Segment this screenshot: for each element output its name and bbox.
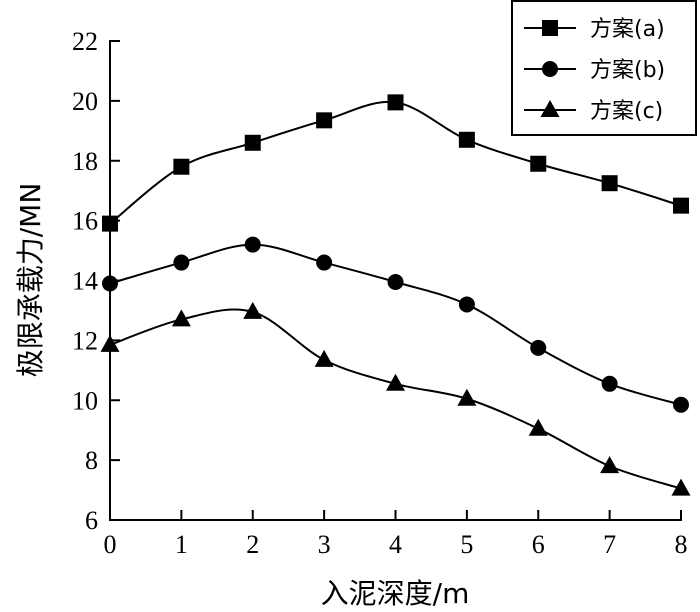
data-point	[243, 301, 263, 319]
data-point	[171, 309, 191, 327]
data-point	[102, 275, 118, 292]
y-tick-label: 10	[72, 386, 98, 415]
data-point	[530, 339, 547, 356]
data-point	[671, 478, 691, 496]
data-point	[601, 375, 618, 392]
data-point	[673, 396, 689, 413]
x-tick-label: 5	[460, 530, 473, 559]
data-point	[102, 215, 118, 232]
legend: 方案(a) 方案(b) 方案(c)	[511, 0, 697, 136]
data-point	[387, 273, 404, 290]
x-tick-label: 3	[318, 530, 331, 559]
x-tick-label: 6	[532, 530, 545, 559]
x-tick-label: 8	[675, 530, 688, 559]
series-a	[102, 94, 689, 232]
data-point	[386, 373, 405, 391]
data-point	[316, 254, 333, 271]
legend-marker	[540, 100, 560, 117]
data-point	[314, 349, 334, 367]
y-axis-title: 极限承载力/MN	[14, 183, 47, 378]
legend-label: 方案(c)	[590, 99, 663, 124]
x-tick-label: 7	[603, 530, 616, 559]
y-tick-label: 20	[72, 87, 98, 116]
y-tick-label: 12	[72, 326, 98, 355]
y-tick-label: 8	[85, 446, 98, 475]
y-tick-label: 22	[72, 27, 98, 56]
data-point	[458, 296, 475, 313]
series-line	[109, 308, 682, 490]
x-tick-label: 2	[246, 530, 259, 559]
y-tick-label: 18	[72, 147, 98, 176]
series-layer	[100, 94, 691, 496]
y-tick-label: 14	[72, 267, 98, 296]
legend-label: 方案(a)	[590, 17, 665, 42]
series-b	[102, 236, 689, 413]
x-tick-label: 0	[104, 530, 117, 559]
data-point	[528, 418, 548, 436]
x-tick-label: 1	[175, 530, 188, 559]
data-point	[458, 131, 475, 148]
data-point	[530, 155, 547, 172]
data-point	[100, 334, 120, 352]
x-tick-label: 4	[389, 530, 402, 559]
data-point	[673, 197, 689, 214]
y-tick-label: 16	[72, 207, 98, 236]
data-point	[244, 134, 261, 151]
data-point	[244, 236, 261, 253]
data-point	[457, 388, 477, 406]
series-c	[100, 301, 691, 496]
legend-label: 方案(b)	[590, 58, 665, 83]
data-point	[173, 158, 190, 175]
data-point	[316, 112, 333, 129]
y-tick-label: 6	[85, 506, 98, 535]
legend-marker	[542, 61, 558, 77]
data-point	[601, 175, 618, 192]
data-point	[173, 254, 190, 271]
data-point	[600, 456, 620, 474]
x-axis-title: 入泥深度/m	[321, 577, 470, 610]
data-point	[387, 94, 404, 111]
legend-marker	[542, 20, 558, 36]
